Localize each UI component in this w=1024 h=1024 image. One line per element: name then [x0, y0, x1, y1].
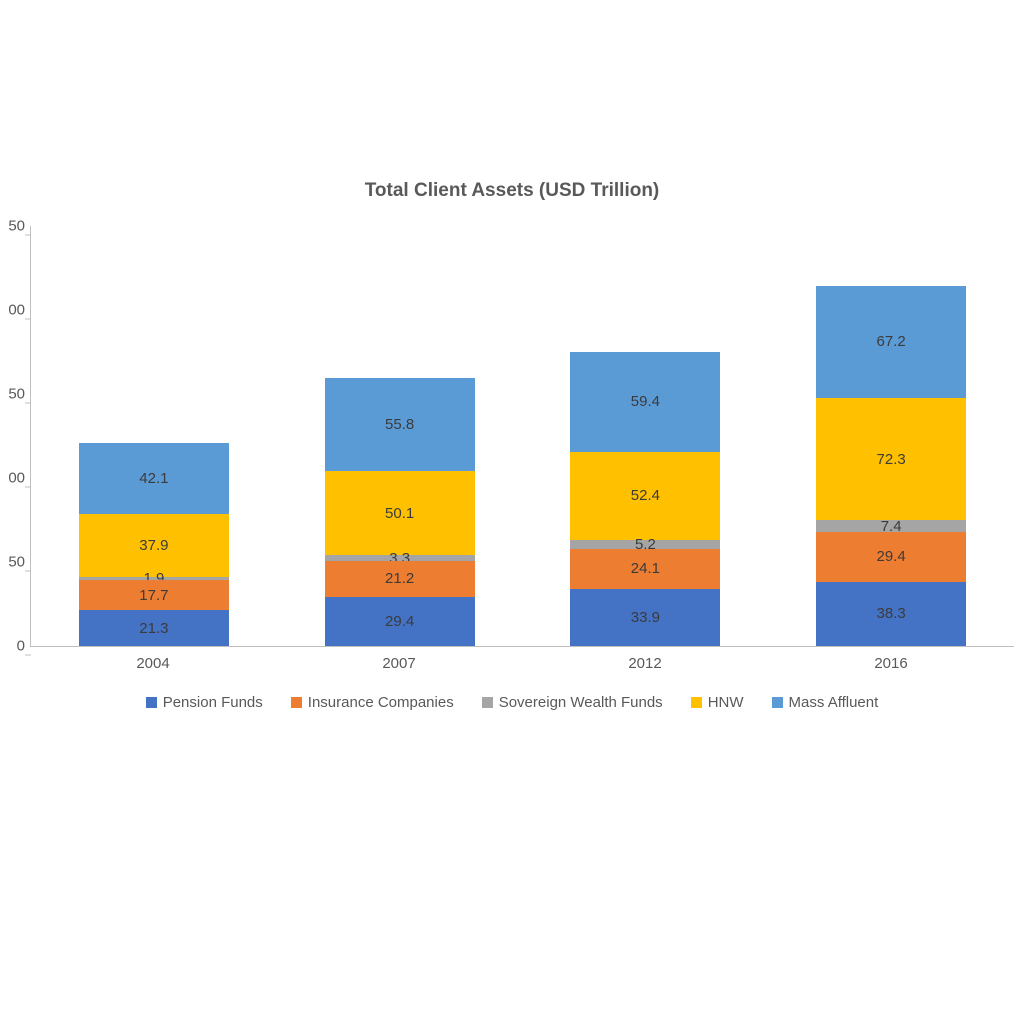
- bar-segment: 42.1: [79, 443, 229, 514]
- data-label: 38.3: [877, 605, 906, 622]
- y-tick: 50: [0, 554, 25, 571]
- bar-segment: 52.4: [570, 452, 720, 540]
- data-label: 67.2: [877, 333, 906, 350]
- legend-item: HNW: [691, 694, 744, 711]
- plot-area: 21.317.71.937.942.129.421.23.350.155.833…: [30, 226, 1014, 647]
- chart-title: Total Client Assets (USD Trillion): [0, 180, 1024, 202]
- y-tick: 00: [0, 470, 25, 487]
- bar-segment: 5.2: [570, 540, 720, 549]
- bar-segment: 7.4: [816, 520, 966, 532]
- bar-segment: 17.7: [79, 580, 229, 610]
- bar-segment: 55.8: [325, 378, 475, 472]
- legend-label: Insurance Companies: [308, 694, 454, 711]
- y-tick: 00: [0, 302, 25, 319]
- data-label: 55.8: [385, 416, 414, 433]
- bar-segment: 72.3: [816, 398, 966, 519]
- x-tick-label: 2007: [324, 655, 474, 672]
- legend-item: Insurance Companies: [291, 694, 454, 711]
- x-tick-label: 2004: [78, 655, 228, 672]
- data-label: 29.4: [877, 548, 906, 565]
- bar-segment: 29.4: [325, 597, 475, 646]
- data-label: 24.1: [631, 560, 660, 577]
- bars-container: 21.317.71.937.942.129.421.23.350.155.833…: [31, 226, 1014, 646]
- legend-item: Sovereign Wealth Funds: [482, 694, 663, 711]
- data-label: 52.4: [631, 487, 660, 504]
- legend-label: Sovereign Wealth Funds: [499, 694, 663, 711]
- legend-swatch: [482, 697, 493, 708]
- data-label: 17.7: [139, 587, 168, 604]
- y-tick: 50: [0, 218, 25, 235]
- data-label: 42.1: [139, 470, 168, 487]
- legend-swatch: [146, 697, 157, 708]
- legend-item: Mass Affluent: [772, 694, 879, 711]
- data-label: 72.3: [877, 451, 906, 468]
- data-label: 59.4: [631, 393, 660, 410]
- x-axis-labels: 2004 2007 2012 2016: [30, 655, 1014, 672]
- stacked-bar-chart: Total Client Assets (USD Trillion) 21.3 1…: [0, 180, 1024, 711]
- bar-segment: 67.2: [816, 286, 966, 399]
- bar-segment: 21.2: [325, 561, 475, 597]
- x-tick-label: 2012: [570, 655, 720, 672]
- data-label: 29.4: [385, 613, 414, 630]
- bar-segment: 50.1: [325, 471, 475, 555]
- bar-segment: 59.4: [570, 352, 720, 452]
- bar: 33.9 24.1 5.2 52.4 59.4: [570, 352, 720, 646]
- data-label: 50.1: [385, 505, 414, 522]
- bar-segment: 21.3: [79, 610, 229, 646]
- legend: Pension Funds Insurance Companies Sovereig…: [0, 694, 1024, 711]
- bar-segment: 29.4: [816, 532, 966, 581]
- x-tick-label: 2016: [816, 655, 966, 672]
- legend-item: Pension Funds: [146, 694, 263, 711]
- data-label: 37.9: [139, 537, 168, 554]
- legend-swatch: [772, 697, 783, 708]
- data-label: 33.9: [631, 609, 660, 626]
- legend-label: Mass Affluent: [789, 694, 879, 711]
- legend-swatch: [291, 697, 302, 708]
- data-label: 21.3: [139, 620, 168, 637]
- legend-label: Pension Funds: [163, 694, 263, 711]
- bar-segment: 37.9: [79, 514, 229, 578]
- y-tick: 0: [0, 638, 25, 655]
- bar: 38.3 29.4 7.4 72.3 67.2: [816, 286, 966, 647]
- bar-segment: 24.1: [570, 549, 720, 589]
- y-tick: 50: [0, 386, 25, 403]
- legend-label: HNW: [708, 694, 744, 711]
- data-label: 21.2: [385, 570, 414, 587]
- bar-segment: 33.9: [570, 589, 720, 646]
- bar-segment: 38.3: [816, 582, 966, 646]
- bar: 21.317.71.937.942.1: [79, 443, 229, 646]
- legend-swatch: [691, 697, 702, 708]
- bar: 29.421.23.350.155.8: [325, 378, 475, 646]
